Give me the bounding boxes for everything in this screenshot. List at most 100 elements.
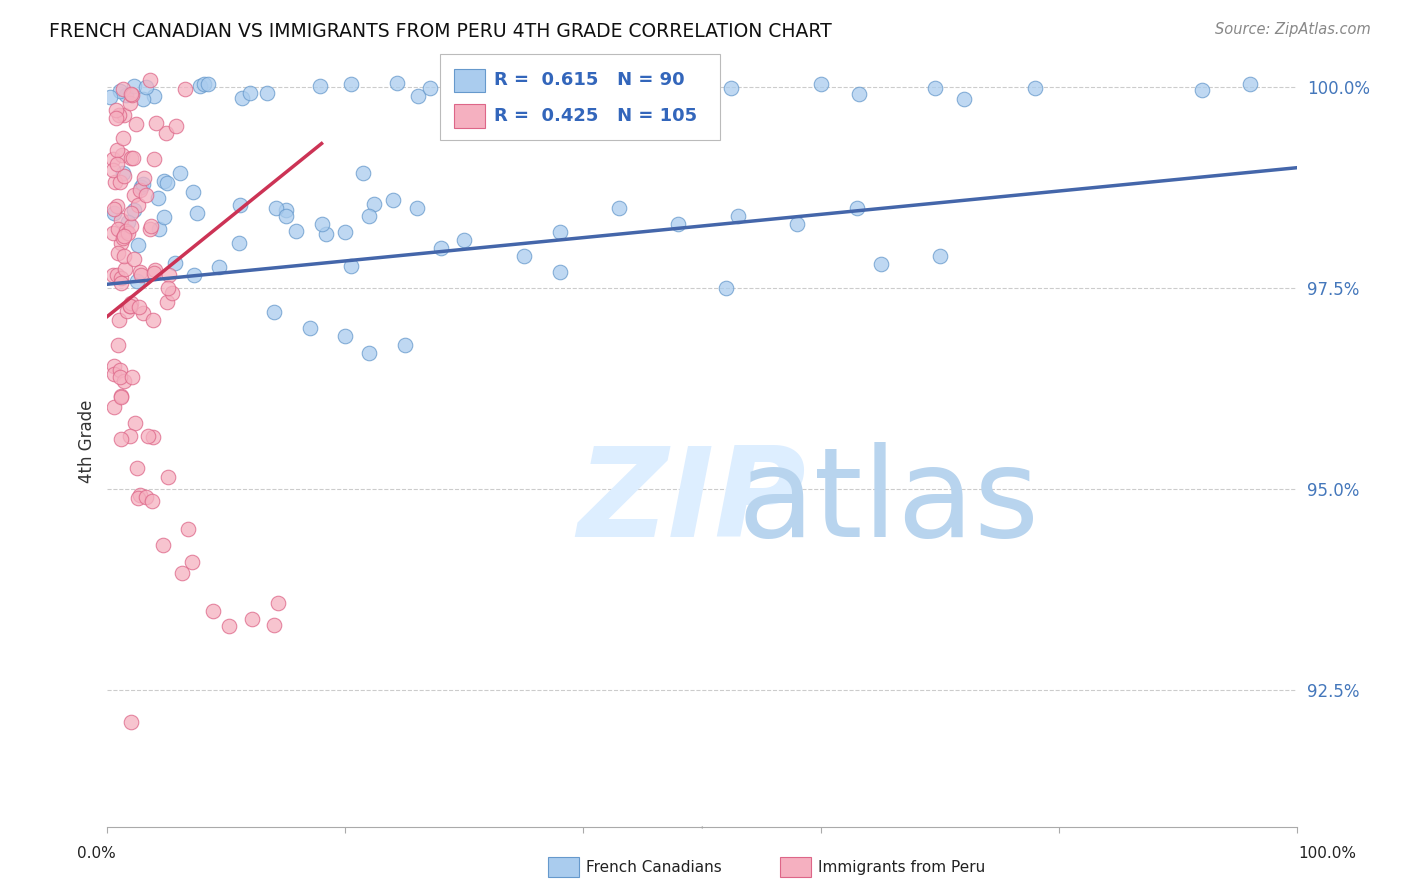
- Point: [381, 193, 404, 207]
- Point: [120, 299, 142, 313]
- Point: [107, 143, 129, 157]
- Point: [135, 490, 157, 504]
- Point: [720, 81, 742, 95]
- Point: [117, 303, 139, 318]
- Point: [610, 79, 633, 94]
- Point: [135, 188, 157, 202]
- Point: [335, 329, 357, 343]
- Point: [170, 566, 193, 581]
- Point: [208, 260, 231, 275]
- Point: [132, 177, 155, 191]
- Point: [181, 185, 204, 199]
- Point: [470, 81, 492, 95]
- Point: [315, 227, 337, 242]
- Point: [228, 236, 250, 251]
- Point: [122, 187, 145, 202]
- Point: [148, 222, 170, 236]
- Point: [156, 176, 179, 190]
- Point: [112, 166, 135, 180]
- Point: [103, 206, 125, 220]
- Point: [134, 171, 156, 186]
- Point: [153, 174, 176, 188]
- Point: [188, 78, 211, 93]
- Point: [110, 390, 132, 404]
- Text: ZIP: ZIP: [578, 442, 806, 563]
- Point: [953, 92, 976, 106]
- Point: [142, 266, 165, 280]
- Point: [125, 461, 148, 475]
- Point: [419, 81, 441, 95]
- Point: [848, 87, 870, 102]
- Point: [152, 210, 174, 224]
- Point: [531, 78, 554, 92]
- Point: [169, 166, 191, 180]
- Point: [309, 78, 332, 93]
- Point: [429, 241, 451, 255]
- Point: [148, 191, 170, 205]
- Point: [98, 90, 121, 104]
- Point: [183, 268, 205, 283]
- Point: [108, 108, 131, 122]
- Point: [202, 604, 225, 618]
- Point: [165, 119, 187, 133]
- Point: [141, 493, 163, 508]
- Point: [112, 131, 135, 145]
- Point: [177, 523, 200, 537]
- Point: [107, 246, 129, 260]
- Point: [869, 257, 891, 271]
- Point: [406, 89, 429, 103]
- Point: [138, 73, 160, 87]
- Point: [111, 231, 134, 245]
- Point: [122, 202, 145, 217]
- Point: [193, 77, 215, 91]
- Point: [156, 295, 179, 310]
- Point: [132, 92, 155, 106]
- Point: [138, 222, 160, 236]
- Point: [668, 217, 690, 231]
- Point: [110, 370, 132, 384]
- Point: [274, 202, 297, 217]
- Point: [117, 227, 139, 241]
- Point: [107, 313, 129, 327]
- Point: [129, 268, 152, 282]
- Point: [105, 103, 128, 117]
- Point: [359, 345, 381, 359]
- Point: [607, 201, 630, 215]
- Point: [256, 86, 278, 100]
- Point: [263, 305, 285, 319]
- Point: [103, 400, 125, 414]
- Point: [120, 219, 142, 233]
- Point: [239, 87, 262, 101]
- Point: [103, 367, 125, 381]
- Point: [128, 301, 150, 315]
- Point: [155, 126, 177, 140]
- Point: [105, 268, 128, 282]
- Point: [145, 115, 167, 129]
- Point: [218, 618, 240, 632]
- Point: [810, 77, 832, 91]
- Point: [536, 80, 558, 95]
- Point: [139, 219, 162, 233]
- Point: [359, 209, 381, 223]
- Point: [548, 225, 571, 239]
- Point: [132, 306, 155, 320]
- Point: [107, 338, 129, 352]
- Point: [115, 87, 138, 102]
- Point: [174, 82, 197, 96]
- Point: [156, 281, 179, 295]
- Point: [111, 81, 134, 95]
- Point: [135, 79, 157, 94]
- Text: R =  0.425   N = 105: R = 0.425 N = 105: [494, 107, 696, 125]
- Point: [127, 238, 149, 252]
- Point: [143, 263, 166, 277]
- Point: [103, 202, 125, 217]
- Text: Immigrants from Peru: Immigrants from Peru: [818, 860, 986, 874]
- Point: [110, 213, 132, 227]
- Point: [112, 169, 135, 183]
- Point: [263, 617, 285, 632]
- Point: [118, 429, 141, 443]
- Point: [460, 84, 482, 98]
- Point: [264, 201, 287, 215]
- Point: [101, 152, 124, 166]
- Point: [107, 222, 129, 236]
